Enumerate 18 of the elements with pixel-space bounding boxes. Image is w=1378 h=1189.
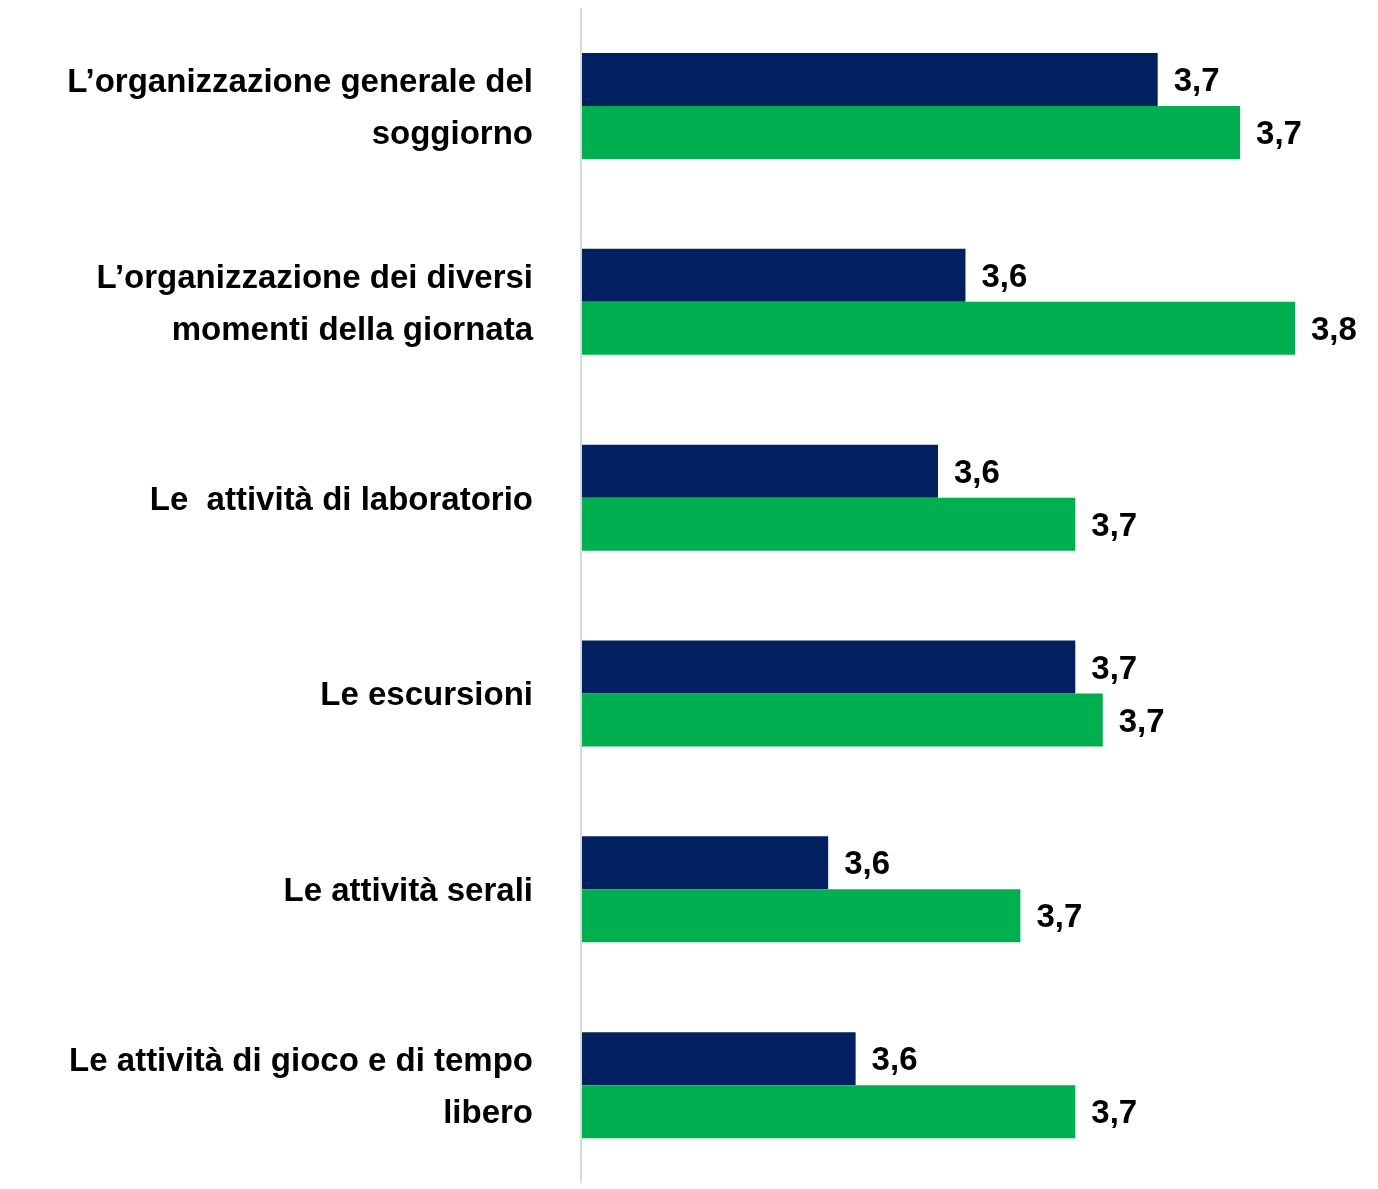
- y-tick-label: Le attività serali: [283, 870, 533, 908]
- y-tick-label: Le attività di gioco e di tempo libero: [69, 1040, 533, 1130]
- data-label: 3,7: [1256, 114, 1302, 151]
- y-tick-label: L’organizzazione generale del soggiorno: [67, 61, 533, 151]
- data-label: 3,8: [1311, 309, 1357, 347]
- data-label: 3,7: [1118, 701, 1165, 739]
- y-tick-label: Le attività di laboratorio: [149, 479, 533, 517]
- data-label: 3,7: [1091, 505, 1138, 543]
- data-label: 3,6: [871, 1040, 918, 1078]
- data-label: 3,7: [1173, 61, 1220, 98]
- data-label: 3,6: [981, 256, 1028, 294]
- data-label: 3,7: [1091, 648, 1138, 686]
- data-label: 3,7: [1036, 897, 1083, 935]
- y-tick-label: L’organizzazione dei diversi momenti della giornata: [96, 257, 534, 347]
- data-label: 3,6: [844, 844, 891, 882]
- data-label: 3,7: [1091, 1093, 1138, 1131]
- data-label: 3,6: [954, 452, 1000, 490]
- y-tick-label: Le escursioni: [320, 674, 533, 712]
